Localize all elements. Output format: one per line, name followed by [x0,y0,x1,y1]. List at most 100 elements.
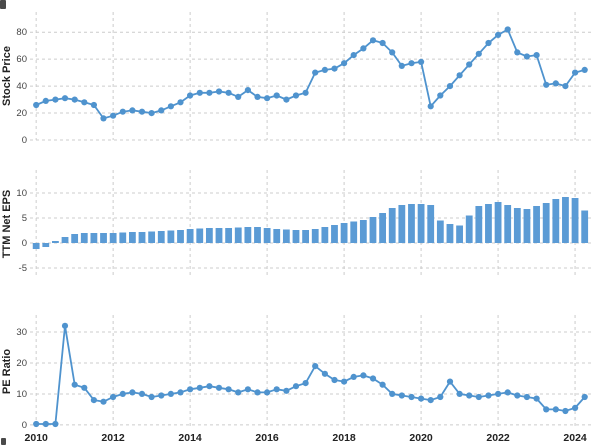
ttm-net-eps-bar[interactable] [71,234,79,243]
pe-ratio-marker[interactable] [456,390,463,397]
stock-price-marker[interactable] [206,89,213,96]
pe-ratio-marker[interactable] [418,395,425,402]
ttm-net-eps-bar[interactable] [215,228,223,243]
ttm-net-eps-bar[interactable] [282,229,290,244]
ttm-net-eps-bar[interactable] [32,243,40,249]
stock-price-marker[interactable] [33,101,40,109]
stock-price-marker[interactable] [446,83,454,90]
stock-price-marker[interactable] [581,66,588,73]
pe-ratio-marker[interactable] [129,389,136,396]
stock-price-marker[interactable] [119,108,126,115]
stock-price-marker[interactable] [456,72,463,79]
pe-ratio-marker[interactable] [244,386,251,393]
pe-ratio-marker[interactable] [71,381,78,388]
ttm-net-eps-bar[interactable] [465,215,473,244]
ttm-net-eps-bar[interactable] [177,230,184,243]
ttm-net-eps-bar[interactable] [485,204,492,243]
stock-price-marker[interactable] [408,60,415,67]
stock-price-marker[interactable] [283,96,290,103]
stock-price-marker[interactable] [495,31,502,38]
pe-ratio-marker[interactable] [138,390,146,397]
pe-ratio-marker[interactable] [42,420,49,428]
pe-ratio-marker[interactable] [446,378,454,385]
stock-price-marker[interactable] [321,66,328,73]
pe-ratio-marker[interactable] [408,393,415,401]
ttm-net-eps-bar[interactable] [571,198,579,243]
ttm-net-eps-bar[interactable] [254,227,261,243]
pe-ratio-marker[interactable] [148,393,155,401]
ttm-net-eps-bar[interactable] [513,208,521,243]
ttm-net-eps-bar[interactable] [417,204,425,243]
ttm-net-eps-bar[interactable] [167,230,175,244]
ttm-net-eps-bar[interactable] [138,232,146,243]
pe-ratio-marker[interactable] [235,389,242,396]
pe-ratio-marker[interactable] [379,381,386,388]
ttm-net-eps-bar[interactable] [350,221,358,244]
stock-price-marker[interactable] [264,95,271,102]
ttm-net-eps-bar[interactable] [90,233,98,243]
ttm-net-eps-bar[interactable] [263,228,271,243]
ttm-net-eps-bar[interactable] [359,220,367,243]
pe-ratio-marker[interactable] [119,390,126,397]
stock-price-marker[interactable] [533,52,540,59]
stock-price-marker[interactable] [158,107,165,114]
stock-price-marker[interactable] [398,62,405,69]
pe-ratio-marker[interactable] [543,406,550,413]
stock-price-marker[interactable] [543,81,550,88]
stock-price-marker[interactable] [302,89,309,96]
stock-price-marker[interactable] [418,58,425,65]
pe-ratio-marker[interactable] [273,386,280,393]
ttm-net-eps-bar[interactable] [42,243,50,247]
stock-price-marker[interactable] [312,69,319,76]
pe-ratio-marker[interactable] [196,384,203,391]
stock-price-marker[interactable] [562,83,569,90]
stock-price-marker[interactable] [437,92,444,99]
ttm-net-eps-bar[interactable] [504,205,512,243]
pe-ratio-marker[interactable] [61,322,69,329]
pe-ratio-marker[interactable] [100,398,107,405]
stock-price-marker[interactable] [110,112,117,119]
ttm-net-eps-bar[interactable] [128,232,136,243]
ttm-net-eps-bar[interactable] [109,233,117,243]
ttm-net-eps-bar[interactable] [581,210,589,244]
stock-price-marker[interactable] [196,89,203,96]
stock-price-marker[interactable] [244,87,251,94]
ttm-net-eps-bar[interactable] [244,227,252,243]
stock-price-marker[interactable] [148,110,155,117]
pe-ratio-marker[interactable] [254,389,261,396]
pe-ratio-marker[interactable] [485,392,492,399]
stock-price-marker[interactable] [215,88,223,95]
ttm-net-eps-bar[interactable] [523,209,531,243]
stock-price-marker[interactable] [466,61,473,68]
pe-ratio-marker[interactable] [552,406,559,413]
pe-ratio-marker[interactable] [33,420,40,428]
pe-ratio-marker[interactable] [572,404,579,411]
stock-price-marker[interactable] [475,50,482,57]
ttm-net-eps-bar[interactable] [225,228,233,243]
ttm-net-eps-bar[interactable] [475,206,483,243]
pe-ratio-marker[interactable] [302,380,309,387]
ttm-net-eps-bar[interactable] [157,231,165,243]
pe-ratio-marker[interactable] [475,393,482,401]
ttm-net-eps-bar[interactable] [186,229,194,243]
pe-ratio-marker[interactable] [466,392,473,399]
pe-ratio-marker[interactable] [52,420,59,428]
stock-price-marker[interactable] [235,93,242,100]
stock-price-marker[interactable] [379,39,386,47]
stock-price-marker[interactable] [427,103,434,110]
ttm-net-eps-bar[interactable] [388,208,396,243]
stock-price-marker[interactable] [331,65,338,72]
ttm-net-eps-bar[interactable] [446,224,454,243]
ttm-net-eps-bar[interactable] [340,223,348,243]
stock-price-marker[interactable] [90,101,97,109]
stock-price-marker[interactable] [225,89,232,96]
pe-ratio-marker[interactable] [177,389,184,396]
ttm-net-eps-bar[interactable] [436,220,444,244]
stock-price-marker[interactable] [292,92,300,99]
stock-price-marker[interactable] [273,92,280,99]
ttm-net-eps-bar[interactable] [533,206,540,243]
ttm-net-eps-bar[interactable] [321,227,329,243]
stock-price-marker[interactable] [485,39,492,47]
stock-price-marker[interactable] [572,69,579,76]
stock-price-marker[interactable] [389,49,396,56]
